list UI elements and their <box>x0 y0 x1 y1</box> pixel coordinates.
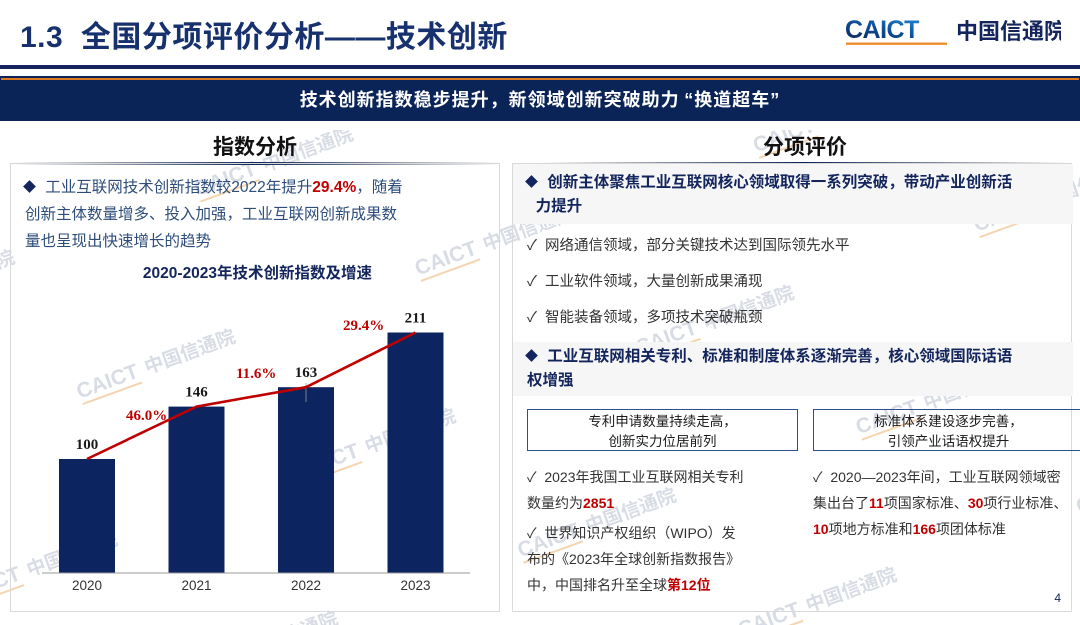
svg-text:2023: 2023 <box>400 578 430 592</box>
svg-text:163: 163 <box>295 365 318 381</box>
svg-text:2020: 2020 <box>72 578 102 592</box>
svg-text:中国信通院: 中国信通院 <box>956 14 1061 46</box>
svg-text:29.4%: 29.4% <box>343 318 384 334</box>
svg-text:46.0%: 46.0% <box>126 408 167 424</box>
svg-text:100: 100 <box>76 437 99 453</box>
svg-text:CAICT: CAICT <box>845 16 919 44</box>
svg-text:146: 146 <box>185 385 208 401</box>
svg-text:11.6%: 11.6% <box>236 366 276 382</box>
svg-text:211: 211 <box>405 311 427 327</box>
svg-text:2021: 2021 <box>181 578 211 592</box>
svg-text:2022: 2022 <box>291 578 321 592</box>
